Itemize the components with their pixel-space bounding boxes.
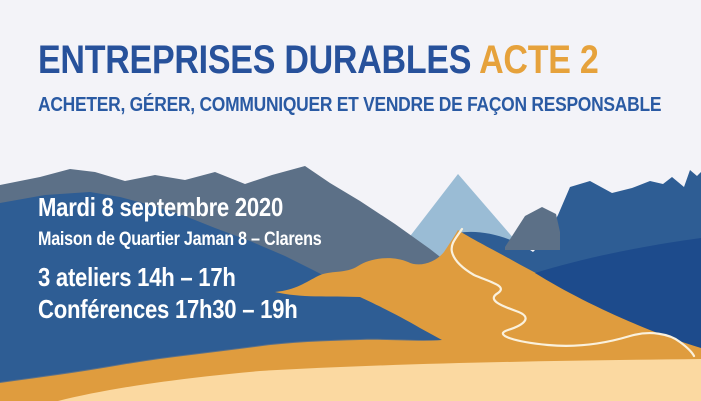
poster-subtitle: ACHETER, GÉRER, COMMUNIQUER ET VENDRE DE… [38,93,662,116]
sand-band [58,359,701,401]
left-foreground-hill [0,192,442,382]
poster-title-main: ENTREPRISES DURABLES [38,38,472,82]
slate-shoulder [505,207,560,250]
orange-valley [0,230,701,401]
poster-title: ENTREPRISES DURABLES ACTE 2 [38,40,599,80]
event-conferences: Conférences 17h30 – 19h [38,294,298,324]
event-workshops: 3 ateliers 14h – 17h [38,262,236,292]
winding-trail [450,227,696,358]
poster-title-accent: ACTE 2 [479,38,599,82]
navy-foothill [535,238,701,348]
event-venue: Maison de Quartier Jaman 8 – Clarens [38,229,322,250]
event-date: Mardi 8 septembre 2020 [38,192,283,222]
